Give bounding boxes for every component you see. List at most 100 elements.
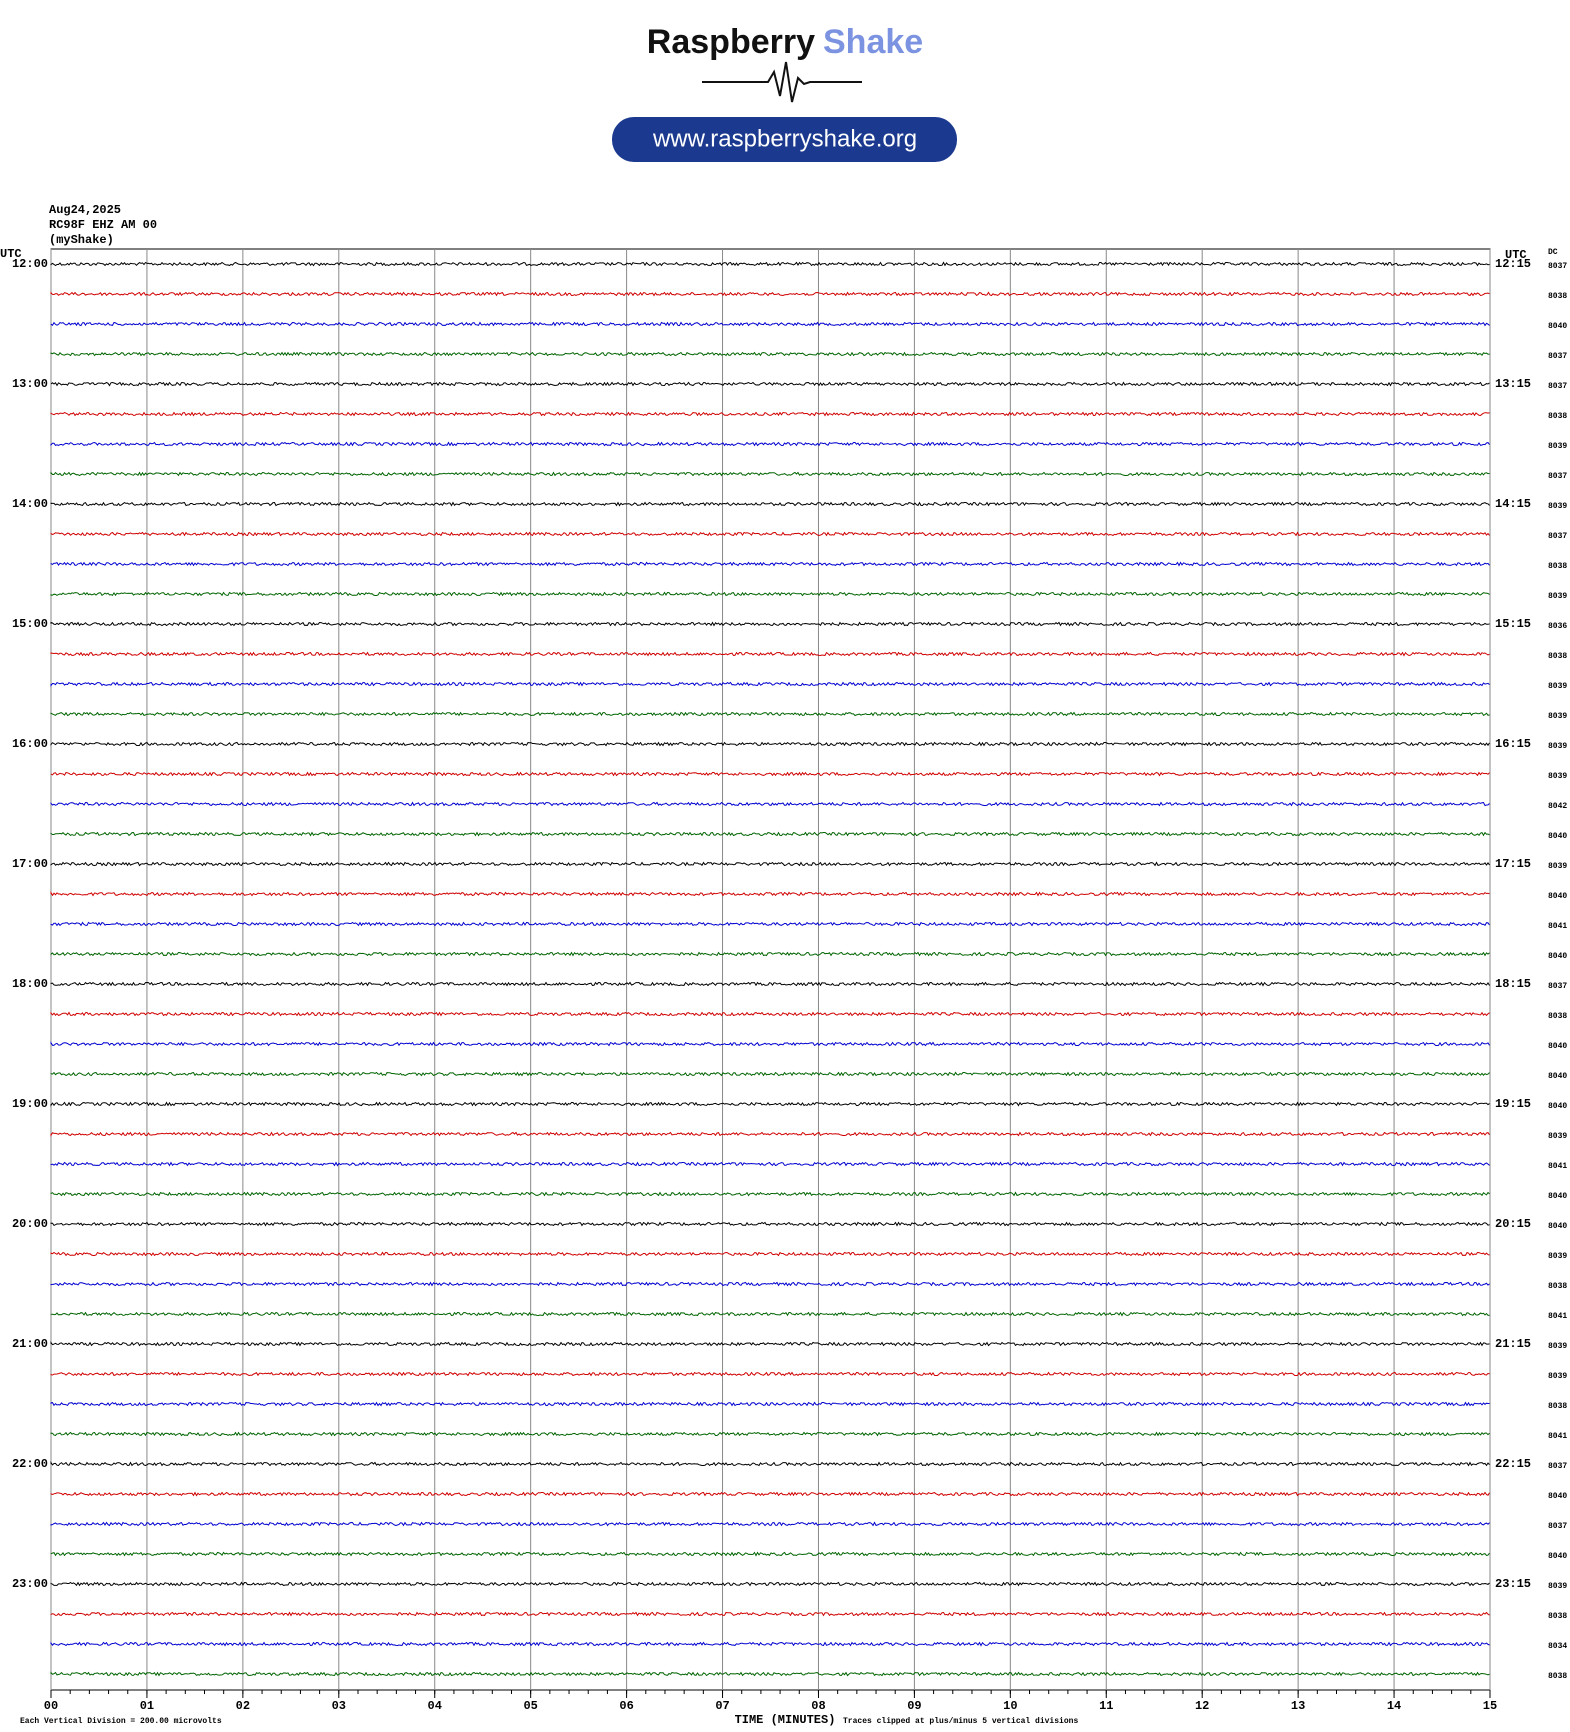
dc-value: 8040	[1548, 1102, 1567, 1111]
dc-value: 8039	[1548, 712, 1567, 721]
hour-label-left: 21:00	[12, 1337, 48, 1351]
dc-value: 8038	[1548, 1402, 1567, 1411]
trace	[50, 501, 1490, 507]
trace	[50, 621, 1490, 627]
channel: RC98F EHZ AM 00	[49, 218, 157, 232]
hour-label-left: 14:00	[12, 497, 48, 511]
x-tick-label: 12	[1195, 1699, 1209, 1713]
brand: Raspberry Shake	[647, 23, 923, 61]
dc-value: 8038	[1548, 1012, 1567, 1021]
trace	[50, 411, 1490, 417]
trace	[50, 321, 1490, 327]
hour-label-left: 23:00	[12, 1577, 48, 1591]
dc-value: 8040	[1548, 832, 1567, 841]
trace	[50, 381, 1490, 387]
hour-label-left: 15:00	[12, 617, 48, 631]
trace	[50, 1011, 1490, 1017]
trace	[50, 1431, 1490, 1437]
brand-second: Shake	[823, 23, 923, 61]
dc-value: 8041	[1548, 922, 1567, 931]
dc-value: 8037	[1548, 382, 1567, 391]
dc-value: 8038	[1548, 292, 1567, 301]
x-tick-label: 08	[811, 1699, 825, 1713]
hour-label-right: 13:15	[1495, 377, 1531, 391]
hour-label-right: 16:15	[1495, 737, 1531, 751]
logo-wave	[702, 61, 862, 103]
x-tick-label: 14	[1387, 1699, 1401, 1713]
dc-value: 8038	[1548, 412, 1567, 421]
dc-value: 8039	[1548, 682, 1567, 691]
dc-value: 8039	[1548, 442, 1567, 451]
trace	[50, 981, 1490, 987]
trace	[50, 1131, 1490, 1137]
hour-label-left: 16:00	[12, 737, 48, 751]
x-tick-label: 00	[44, 1699, 58, 1713]
dc-value: 8042	[1548, 802, 1567, 811]
trace	[50, 1281, 1490, 1287]
hour-label-left: 19:00	[12, 1097, 48, 1111]
hour-label-right: 20:15	[1495, 1217, 1531, 1231]
dc-value: 8039	[1548, 742, 1567, 751]
dc-value: 8040	[1548, 322, 1567, 331]
hour-label-right: 21:15	[1495, 1337, 1531, 1351]
dc-value: 8039	[1548, 592, 1567, 601]
hour-label-right: 15:15	[1495, 617, 1531, 631]
trace	[50, 1581, 1490, 1587]
trace	[50, 1551, 1490, 1557]
dc-value: 8038	[1548, 562, 1567, 571]
trace	[50, 1191, 1490, 1197]
trace	[50, 861, 1490, 867]
dc-value: 8038	[1548, 652, 1567, 661]
trace	[50, 1401, 1490, 1407]
trace	[50, 801, 1490, 807]
dc-value: 8039	[1548, 772, 1567, 781]
trace	[50, 951, 1490, 957]
dc-value: 8040	[1548, 1492, 1567, 1501]
dc-value: 8039	[1548, 1342, 1567, 1351]
hour-label-left: 13:00	[12, 377, 48, 391]
trace	[50, 1040, 1490, 1047]
trace	[50, 1071, 1490, 1077]
trace	[50, 291, 1490, 297]
hour-label-right: 12:15	[1495, 257, 1531, 271]
clip-note: Traces clipped at plus/minus 5 vertical …	[843, 1717, 1078, 1726]
x-tick-label: 07	[715, 1699, 729, 1713]
x-tick-label: 13	[1291, 1699, 1305, 1713]
dc-value: 8037	[1548, 982, 1567, 991]
hour-label-left: 12:00	[12, 257, 48, 271]
dc-value: 8038	[1548, 1672, 1567, 1681]
url[interactable]: www.raspberryshake.org	[652, 125, 917, 152]
trace	[50, 890, 1490, 897]
trace	[50, 1221, 1490, 1227]
dc-value: 8041	[1548, 1432, 1567, 1441]
trace	[50, 681, 1490, 687]
dc-value: 8039	[1548, 862, 1567, 871]
dc-value: 8039	[1548, 1252, 1567, 1261]
trace	[50, 1641, 1490, 1647]
hour-label-right: 22:15	[1495, 1457, 1531, 1471]
dc-value: 8040	[1548, 892, 1567, 901]
dc-value: 8037	[1548, 352, 1567, 361]
hour-label-right: 18:15	[1495, 977, 1531, 991]
url-pill[interactable]	[612, 117, 957, 162]
trace	[50, 561, 1490, 567]
hour-label-left: 22:00	[12, 1457, 48, 1471]
trace	[50, 1341, 1490, 1347]
dc-value: 8041	[1548, 1312, 1567, 1321]
network: (myShake)	[49, 233, 114, 247]
hour-label-left: 17:00	[12, 857, 48, 871]
dc-value: 8040	[1548, 1552, 1567, 1561]
x-tick-label: 04	[428, 1699, 442, 1713]
dc-value: 8041	[1548, 1162, 1567, 1171]
dc-value: 8037	[1548, 472, 1567, 481]
trace	[50, 1460, 1490, 1467]
trace	[50, 1491, 1490, 1497]
dc-value: 8037	[1548, 262, 1567, 271]
dc-value: 8040	[1548, 1042, 1567, 1051]
dc-value: 8037	[1548, 1462, 1567, 1471]
trace	[50, 441, 1490, 447]
x-tick-label: 02	[236, 1699, 250, 1713]
trace	[50, 1101, 1490, 1107]
